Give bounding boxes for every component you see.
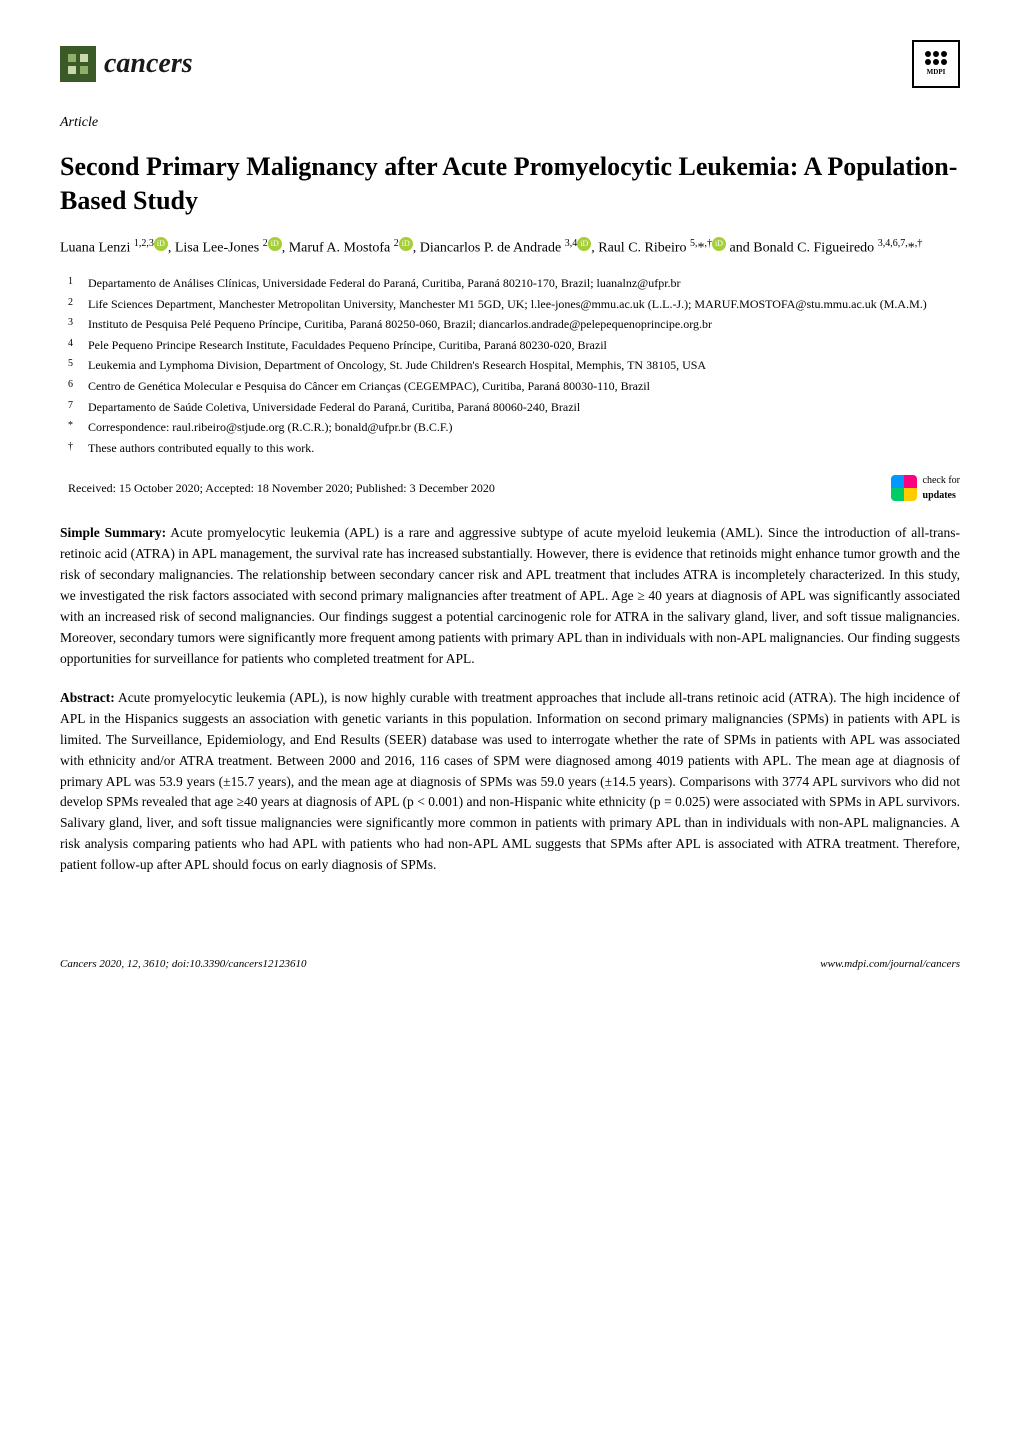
affiliation-marker: 6 [68, 377, 73, 393]
abstract-text: Acute promyelocytic leukemia (APL), is n… [60, 690, 960, 872]
journal-logo: cancers [60, 43, 193, 85]
journal-logo-icon [60, 46, 96, 82]
publisher-name: MDPI [927, 67, 946, 78]
affiliation-text: Departamento de Saúde Coletiva, Universi… [88, 400, 580, 414]
affiliation-item: 7Departamento de Saúde Coletiva, Univers… [88, 398, 960, 417]
header: cancers MDPI [60, 40, 960, 88]
check-updates-line1: check for [923, 473, 960, 488]
affiliation-marker: 1 [68, 274, 73, 290]
affiliation-marker: 5 [68, 356, 73, 372]
simple-summary-section: Simple Summary: Acute promyelocytic leuk… [60, 523, 960, 669]
abstract-section: Abstract: Acute promyelocytic leukemia (… [60, 688, 960, 876]
affiliation-text: Centro de Genética Molecular e Pesquisa … [88, 379, 650, 393]
affiliation-text: Correspondence: raul.ribeiro@stjude.org … [88, 420, 453, 434]
check-updates-line2: updates [923, 488, 960, 503]
affiliation-item: 5Leukemia and Lymphoma Division, Departm… [88, 356, 960, 375]
publisher-logo: MDPI [912, 40, 960, 88]
affiliation-text: Leukemia and Lymphoma Division, Departme… [88, 358, 706, 372]
footer-citation: Cancers 2020, 12, 3610; doi:10.3390/canc… [60, 956, 307, 973]
affiliations-list: 1 Departamento de Análises Clínicas, Univ… [60, 274, 960, 457]
affiliation-marker: † [68, 439, 73, 455]
journal-name: cancers [104, 43, 193, 85]
affiliation-marker: 7 [68, 398, 73, 414]
simple-summary-text: Acute promyelocytic leukemia (APL) is a … [60, 525, 960, 666]
publication-dates: Received: 15 October 2020; Accepted: 18 … [68, 479, 495, 497]
affiliation-text: Life Sciences Department, Manchester Met… [88, 297, 927, 311]
simple-summary-label: Simple Summary: [60, 525, 166, 540]
affiliation-marker: * [68, 418, 73, 434]
affiliation-item: 6Centro de Genética Molecular e Pesquisa… [88, 377, 960, 396]
affiliation-text: Pele Pequeno Principe Research Institute… [88, 338, 607, 352]
article-title: Second Primary Malignancy after Acute Pr… [60, 150, 960, 218]
abstract-label: Abstract: [60, 690, 115, 705]
affiliation-item: 1Departamento de Análises Clínicas, Univ… [88, 274, 960, 293]
article-type: Article [60, 112, 960, 133]
page-footer: Cancers 2020, 12, 3610; doi:10.3390/canc… [60, 956, 960, 973]
affiliation-item: *Correspondence: raul.ribeiro@stjude.org… [88, 418, 960, 437]
affiliation-item: 3Instituto de Pesquisa Pelé Pequeno Prín… [88, 315, 960, 334]
affiliation-text: Departamento de Análises Clínicas, Unive… [88, 276, 681, 290]
affiliation-marker: 4 [68, 336, 73, 352]
check-updates-badge[interactable]: check for updates [891, 473, 960, 503]
check-updates-icon [891, 475, 917, 501]
affiliation-item: †These authors contributed equally to th… [88, 439, 960, 458]
footer-url: www.mdpi.com/journal/cancers [820, 956, 960, 973]
affiliation-item: 4Pele Pequeno Principe Research Institut… [88, 336, 960, 355]
authors-list: Luana Lenzi 1,2,3iD, Lisa Lee-Jones 2iD,… [60, 236, 960, 260]
affiliation-text: These authors contributed equally to thi… [88, 441, 314, 455]
affiliation-item: 2Life Sciences Department, Manchester Me… [88, 295, 960, 314]
affiliation-marker: 3 [68, 315, 73, 331]
affiliation-marker: 2 [68, 295, 73, 311]
dates-row: Received: 15 October 2020; Accepted: 18 … [60, 473, 960, 503]
affiliation-text: Instituto de Pesquisa Pelé Pequeno Prínc… [88, 317, 712, 331]
